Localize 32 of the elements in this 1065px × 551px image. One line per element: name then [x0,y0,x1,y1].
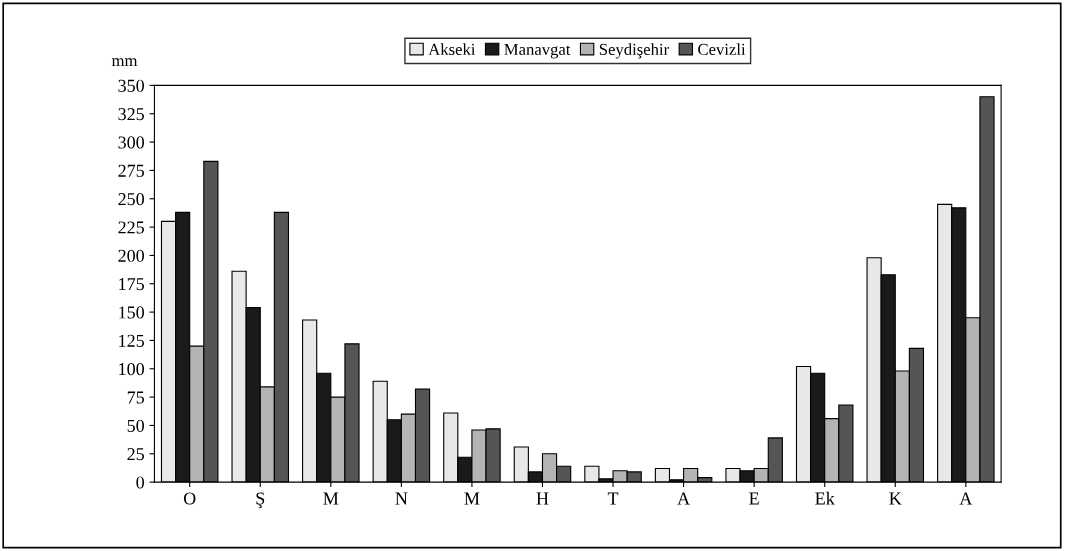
legend-label: Akseki [428,43,476,56]
x-tick-label: Ş [256,492,265,509]
y-tick-label: 300 [118,136,145,149]
y-tick-label: 150 [119,306,145,319]
y-tick-label: 350 [118,79,145,92]
y-tick-label: 100 [119,363,145,376]
y-tick-label: 75 [127,391,144,404]
x-tick-label: A [677,492,690,505]
x-tick-label: K [889,492,902,505]
y-tick-label: 275 [118,164,144,177]
x-tick-label: M [464,492,480,505]
x-tick-label: T [607,492,619,505]
y-tick-label: 50 [127,419,145,432]
legend-label: Manavgat [504,43,571,59]
x-tick-label: O [183,492,196,505]
legend-label: Cevizli [698,43,746,56]
x-tick-label: Ek [815,491,835,505]
x-tick-label: N [395,492,408,505]
y-tick-label: 225 [118,221,144,234]
y-tick-label: 0 [136,476,145,489]
y-tick-label: 250 [118,193,145,206]
x-tick-label: H [536,492,549,505]
x-tick-label: E [749,492,759,505]
y-tick-label: 325 [118,108,144,121]
y-tick-label: 125 [119,334,144,347]
y-axis-title: mm [111,58,138,66]
y-tick-label: 25 [127,448,144,461]
x-tick-label: A [959,492,973,505]
y-tick-label: 200 [118,249,145,262]
y-tick-label: 175 [119,278,144,291]
x-tick-label: M [323,492,339,505]
legend-label: Seydişehir [599,43,669,59]
